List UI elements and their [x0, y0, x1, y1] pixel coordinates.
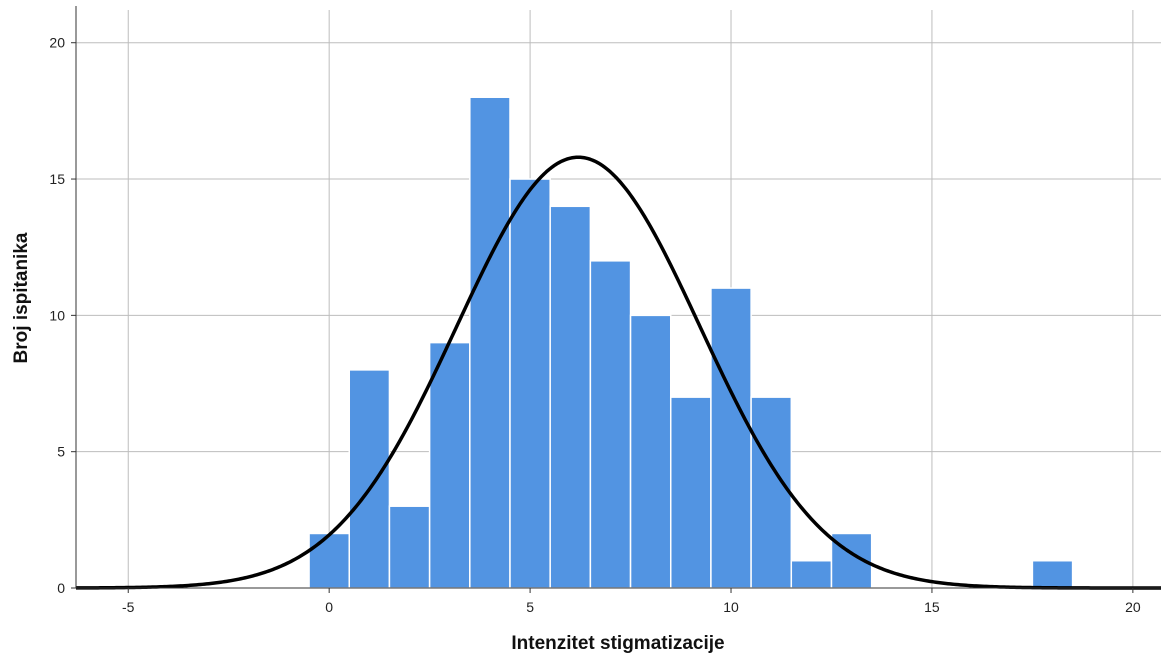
x-tick-label: 0 — [325, 599, 333, 615]
y-axis-title: Broj ispitanika — [11, 232, 32, 363]
normal-curve-layer — [76, 155, 1161, 590]
y-tick-label: 20 — [49, 35, 65, 51]
x-tick-label: 10 — [723, 599, 739, 615]
histogram-bar — [710, 287, 752, 589]
histogram-bar — [589, 260, 632, 589]
histogram-bar — [669, 396, 712, 589]
histogram-bar — [388, 505, 431, 589]
y-tick-label: 0 — [57, 580, 65, 596]
x-axis-title: Intenzitet stigmatizacije — [511, 633, 724, 654]
histogram-bar — [1031, 559, 1074, 589]
histogram-bar — [308, 532, 351, 589]
y-tick-label: 15 — [49, 171, 65, 187]
x-tick-label: 5 — [526, 599, 534, 615]
x-tick-label: 15 — [924, 599, 940, 615]
histogram-bar — [348, 369, 391, 589]
histogram-bar — [750, 396, 793, 589]
y-tick-label: 10 — [49, 307, 65, 323]
axes — [71, 6, 1161, 593]
x-tick-label: 20 — [1125, 599, 1141, 615]
histogram-bars — [308, 96, 1074, 589]
histogram-bar — [549, 205, 592, 589]
histogram-bar — [469, 96, 511, 589]
histogram-bar — [790, 559, 833, 589]
normal-curve — [76, 155, 1161, 590]
histogram-bar — [509, 178, 551, 589]
histogram-bar — [428, 341, 471, 589]
x-tick-label: -5 — [122, 599, 135, 615]
tick-labels: -5 0 5 10 15 20 0 5 10 15 20 — [49, 35, 1140, 615]
y-tick-label: 5 — [57, 444, 65, 460]
histogram-bar — [629, 314, 672, 589]
